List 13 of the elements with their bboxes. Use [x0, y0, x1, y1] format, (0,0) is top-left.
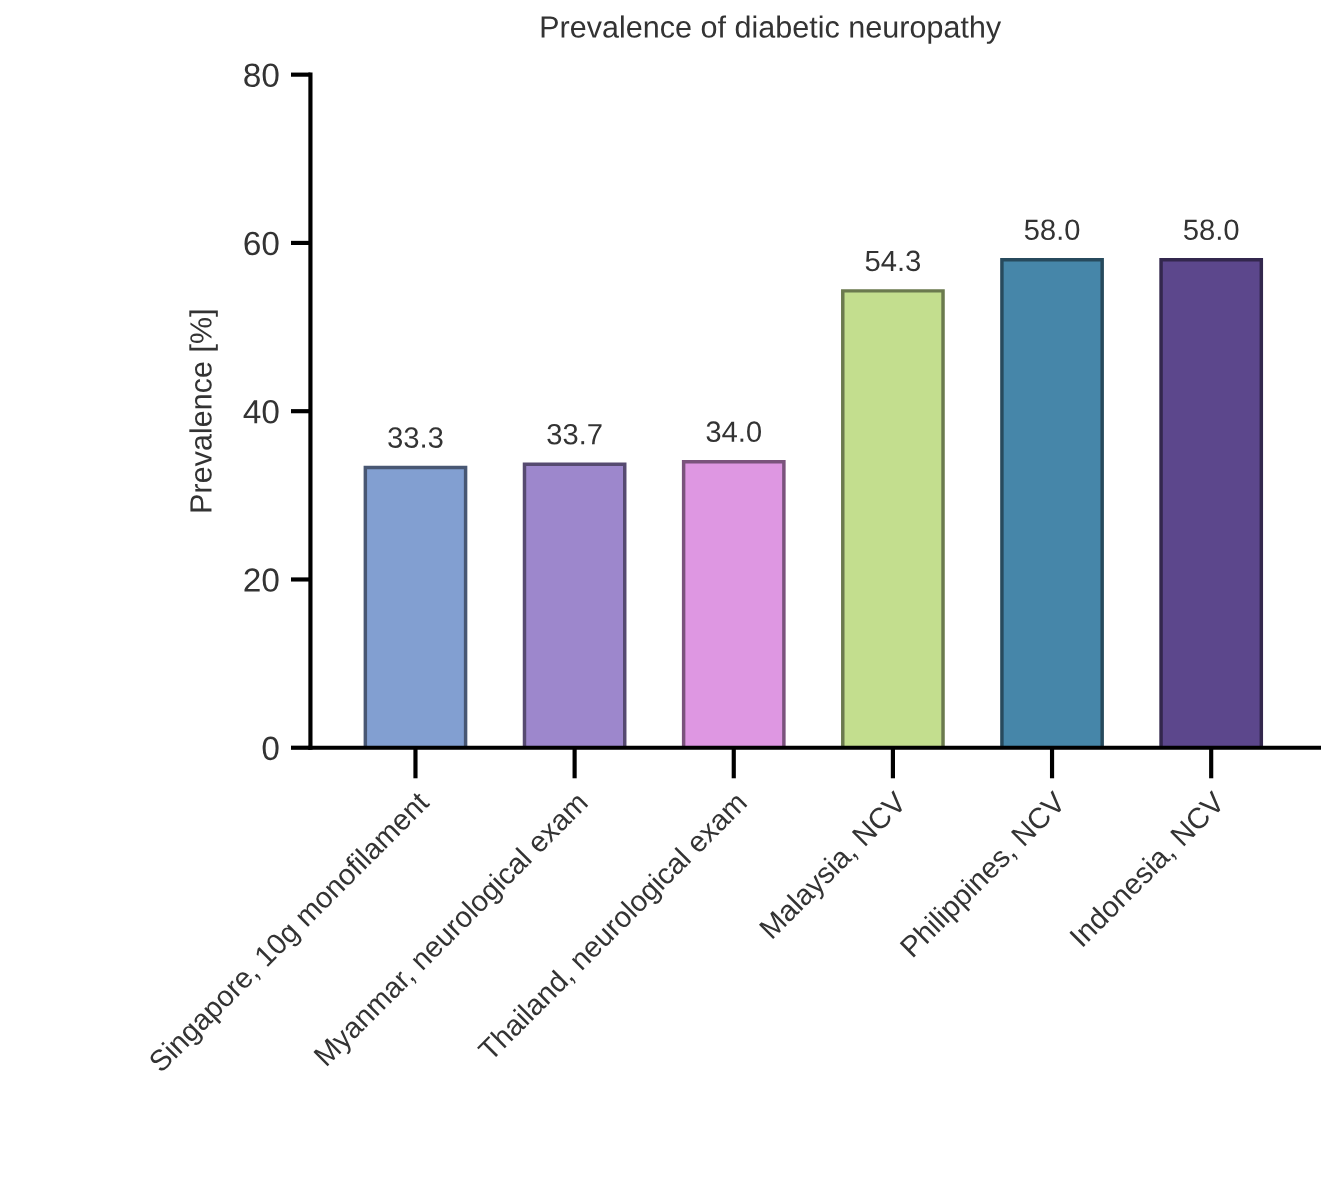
y-tick-label: 0 [262, 736, 279, 761]
data-label: 54.3 [865, 250, 921, 272]
y-tick-label: 60 [244, 231, 279, 256]
y-tick-label: 40 [243, 400, 279, 424]
data-label: 33.7 [547, 423, 602, 445]
y-axis-title: Prevalence [%] [189, 310, 218, 512]
data-label: 58.0 [1183, 219, 1239, 241]
data-label: 58.0 [1024, 219, 1080, 241]
data-label: 33.3 [388, 427, 443, 448]
y-tick-label: 20 [244, 568, 279, 592]
data-label: 34.0 [706, 421, 761, 443]
y-tick-label: 80 [244, 63, 279, 88]
chart-title: Prevalence of diabetic neuropathy [541, 15, 1002, 44]
